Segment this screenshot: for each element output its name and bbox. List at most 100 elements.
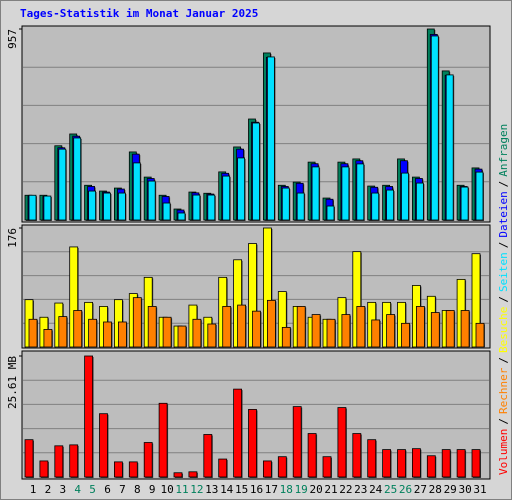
legend-separator: / [497, 357, 510, 364]
x-tick-label: 12 [190, 483, 203, 496]
bar [39, 460, 49, 478]
bar [203, 434, 213, 478]
x-tick-label: 8 [134, 483, 141, 496]
x-tick-label: 29 [444, 483, 457, 496]
bar [326, 318, 336, 348]
bar [460, 310, 470, 348]
bar [233, 388, 243, 478]
bar [352, 433, 362, 478]
x-tick-label: 28 [429, 483, 442, 496]
bar [118, 321, 127, 348]
bar [88, 190, 96, 221]
bar [43, 329, 53, 348]
bar [103, 321, 112, 348]
x-tick-label: 15 [235, 483, 248, 496]
bar [177, 212, 186, 221]
bar [401, 322, 410, 348]
bar [237, 157, 246, 221]
bar [207, 194, 216, 221]
x-tick-label: 6 [104, 483, 111, 496]
bar [415, 306, 425, 348]
bar [277, 456, 287, 478]
bar [173, 472, 183, 478]
bar [218, 458, 228, 478]
bar [430, 35, 439, 221]
bar [58, 148, 67, 221]
bar [296, 306, 306, 348]
x-tick-label: 20 [309, 483, 322, 496]
x-tick-label: 11 [175, 483, 188, 496]
bar [337, 407, 347, 478]
x-tick-label: 14 [220, 483, 234, 496]
bar [188, 471, 198, 478]
bar [162, 202, 171, 221]
x-tick-label: 26 [399, 483, 412, 496]
legend-entry: Volumen [497, 429, 510, 475]
bar [475, 322, 485, 348]
bar [248, 409, 257, 478]
bar [397, 449, 406, 478]
bar [415, 182, 424, 221]
bar [24, 439, 34, 478]
bar [371, 192, 380, 221]
bar [237, 304, 247, 348]
bar [192, 194, 201, 221]
bar [128, 461, 138, 478]
bar [162, 316, 172, 348]
bar [88, 318, 97, 348]
bar [386, 314, 396, 348]
bar [441, 449, 451, 478]
bar [445, 74, 454, 221]
bar [69, 444, 79, 478]
y-tick-label: 957 [6, 29, 19, 49]
bar [367, 439, 377, 478]
x-tick-label: 19 [295, 483, 308, 496]
legend-entry: Seiten [497, 252, 510, 292]
x-tick-label: 17 [265, 483, 278, 496]
bar [341, 314, 351, 348]
y-tick-label: 176 [6, 228, 19, 248]
bar [132, 297, 142, 348]
legend-separator: / [497, 242, 510, 249]
bar [281, 187, 290, 221]
bar [147, 306, 157, 348]
bar [43, 195, 52, 221]
bar [456, 449, 466, 478]
bar [311, 314, 321, 348]
bar [73, 137, 82, 221]
bar [322, 456, 332, 478]
x-tick-label: 22 [339, 483, 352, 496]
bar [103, 192, 111, 221]
bar [58, 316, 68, 348]
bar [266, 56, 275, 221]
bar [311, 166, 320, 221]
x-tick-label: 2 [45, 483, 52, 496]
x-tick-label: 7 [119, 483, 126, 496]
bar [252, 310, 261, 348]
bar [326, 205, 335, 221]
x-tick-label: 10 [160, 483, 173, 496]
legend-entry: Rechner [497, 367, 510, 414]
bar [382, 449, 392, 478]
x-tick-label: 31 [473, 483, 486, 496]
x-tick-label: 4 [74, 483, 81, 496]
bar [207, 323, 217, 348]
bar [147, 180, 156, 221]
bar [262, 460, 272, 478]
bar [292, 406, 302, 478]
bar [132, 162, 141, 221]
bar [356, 163, 365, 221]
bar [475, 171, 484, 221]
x-tick-label: 16 [250, 483, 263, 496]
y-tick-label: 25.61 MB [6, 356, 19, 409]
legend: Volumen / Rechner / Besuche / Seiten / Dateien / A… [497, 124, 510, 475]
bar [28, 194, 37, 221]
x-tick-label: 5 [89, 483, 96, 496]
bar [177, 325, 187, 348]
legend-entry: Anfragen [497, 124, 510, 177]
bar [54, 445, 64, 478]
bar [460, 186, 469, 221]
bar [28, 318, 38, 348]
bar [445, 310, 455, 348]
